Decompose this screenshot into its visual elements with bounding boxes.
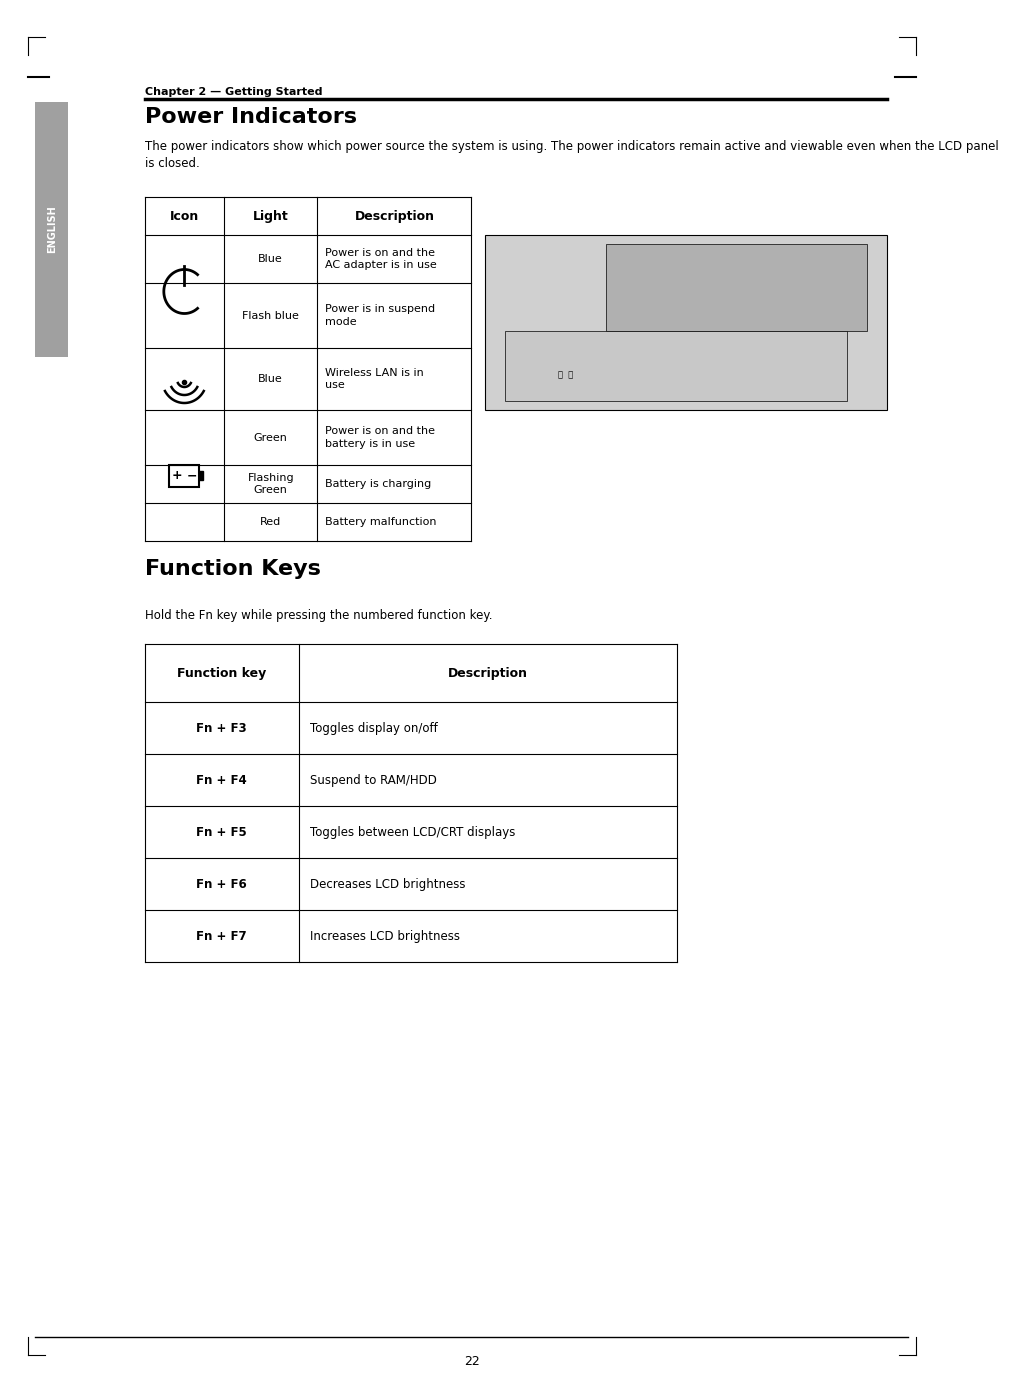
FancyBboxPatch shape xyxy=(485,235,887,411)
Text: Fn + F5: Fn + F5 xyxy=(196,825,247,838)
FancyBboxPatch shape xyxy=(506,331,846,401)
Text: ENGLISH: ENGLISH xyxy=(47,206,57,253)
Text: Description: Description xyxy=(355,210,435,223)
Text: Power is on and the
battery is in use: Power is on and the battery is in use xyxy=(325,426,435,448)
Text: Fn + F7: Fn + F7 xyxy=(196,930,247,942)
Text: Battery is charging: Battery is charging xyxy=(325,479,431,489)
Text: Power is on and the
AC adapter is in use: Power is on and the AC adapter is in use xyxy=(325,248,437,270)
Text: Suspend to RAM/HDD: Suspend to RAM/HDD xyxy=(310,774,437,786)
Text: Chapter 2 — Getting Started: Chapter 2 — Getting Started xyxy=(145,86,323,97)
Text: Battery malfunction: Battery malfunction xyxy=(325,516,437,528)
Text: Blue: Blue xyxy=(259,253,283,264)
Text: Increases LCD brightness: Increases LCD brightness xyxy=(310,930,460,942)
Text: Power is in suspend
mode: Power is in suspend mode xyxy=(325,305,435,327)
Text: Power Indicators: Power Indicators xyxy=(145,107,357,127)
Text: Wireless LAN is in
use: Wireless LAN is in use xyxy=(325,367,424,390)
Text: Red: Red xyxy=(260,516,281,528)
Text: Icon: Icon xyxy=(170,210,199,223)
Text: Hold the Fn key while pressing the numbered function key.: Hold the Fn key while pressing the numbe… xyxy=(145,610,492,622)
Text: Fn + F6: Fn + F6 xyxy=(196,877,247,891)
Text: Blue: Blue xyxy=(259,374,283,384)
Text: Function key: Function key xyxy=(177,667,266,679)
Text: −: − xyxy=(187,469,197,482)
Text: Decreases LCD brightness: Decreases LCD brightness xyxy=(310,877,465,891)
Text: The power indicators show which power source the system is using. The power indi: The power indicators show which power so… xyxy=(145,141,999,170)
Text: Flashing
Green: Flashing Green xyxy=(248,473,294,494)
Bar xyxy=(170,465,199,486)
Text: Toggles display on/off: Toggles display on/off xyxy=(310,721,438,735)
Text: Light: Light xyxy=(253,210,288,223)
Text: Fn + F4: Fn + F4 xyxy=(196,774,247,786)
Text: Flash blue: Flash blue xyxy=(243,310,299,320)
Text: Function Keys: Function Keys xyxy=(145,560,320,579)
Text: +: + xyxy=(172,469,182,482)
Text: Fn + F3: Fn + F3 xyxy=(196,721,247,735)
Text: Toggles between LCD/CRT displays: Toggles between LCD/CRT displays xyxy=(310,825,516,838)
FancyBboxPatch shape xyxy=(606,244,866,331)
Text: Description: Description xyxy=(448,667,528,679)
Text: 22: 22 xyxy=(464,1354,480,1368)
Bar xyxy=(199,470,203,480)
Text: Green: Green xyxy=(254,433,288,443)
FancyBboxPatch shape xyxy=(35,102,68,356)
Text: ⏻  ⬜: ⏻ ⬜ xyxy=(558,370,573,380)
